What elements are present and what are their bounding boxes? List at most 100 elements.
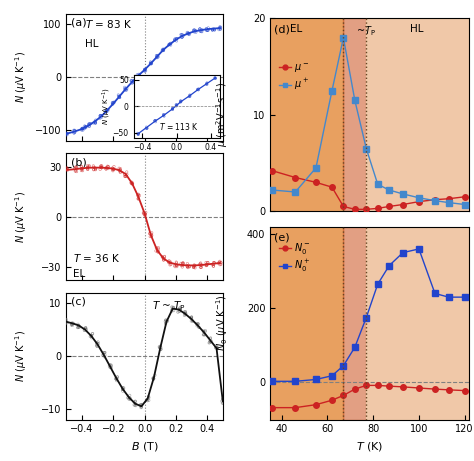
Point (92, 119, 100, 127)
Y-axis label: $N$ ($\mu$V K$^{-1}$): $N$ ($\mu$V K$^{-1}$) (13, 330, 29, 382)
Point (78, 166, 86, 173)
Point (101, 353, 109, 361)
Point (176, 307, 184, 315)
Point (139, 209, 147, 217)
Point (109, 99, 116, 106)
Point (107, 362, 114, 369)
Point (126, 395, 133, 402)
Point (116, 93, 123, 100)
Text: ~$T_\mathrm{P}$: ~$T_\mathrm{P}$ (356, 24, 376, 38)
Point (82, 326, 90, 334)
Point (121, 83, 128, 91)
Point (109, 99, 117, 106)
Point (220, 400, 228, 407)
Point (166, 259, 174, 266)
Point (85, 162, 93, 169)
Point (198, 26, 206, 33)
Point (92, 119, 100, 127)
Point (112, 375, 120, 383)
Point (167, 40, 174, 47)
Point (183, 263, 191, 270)
Point (126, 392, 134, 399)
Point (62, 167, 69, 174)
Point (159, 253, 166, 260)
Point (176, 304, 184, 312)
Point (182, 311, 189, 319)
Point (129, 180, 137, 188)
Point (160, 256, 167, 264)
Point (103, 164, 110, 171)
Point (173, 258, 180, 266)
Point (157, 342, 164, 349)
Point (150, 376, 157, 383)
Point (71, 129, 78, 136)
Point (166, 261, 174, 269)
Point (166, 41, 174, 48)
Point (74, 320, 82, 328)
Point (88, 332, 95, 339)
Point (106, 361, 113, 368)
Point (116, 93, 123, 100)
Point (62, 166, 69, 173)
Point (102, 108, 110, 116)
Point (99, 351, 107, 359)
Point (209, 26, 216, 34)
Point (121, 171, 128, 178)
Point (162, 318, 169, 325)
Point (90, 119, 98, 127)
Point (176, 306, 183, 313)
Point (202, 259, 210, 266)
Point (179, 260, 187, 267)
Point (104, 163, 112, 170)
Point (63, 130, 71, 137)
Point (155, 343, 163, 351)
Point (115, 93, 122, 100)
Point (158, 47, 166, 54)
Point (128, 178, 135, 186)
Point (157, 344, 164, 351)
Point (150, 374, 157, 381)
Point (163, 317, 171, 325)
Point (159, 46, 166, 53)
Point (116, 94, 123, 101)
Point (87, 120, 95, 127)
Point (113, 375, 120, 383)
Point (138, 401, 146, 408)
Point (141, 65, 148, 73)
Point (63, 316, 70, 324)
Point (194, 321, 201, 328)
Point (198, 261, 206, 269)
Point (178, 34, 186, 41)
Point (148, 59, 155, 67)
Point (135, 195, 142, 202)
Point (127, 179, 135, 187)
Point (134, 192, 142, 199)
Point (124, 394, 131, 402)
Point (82, 123, 89, 130)
Point (104, 106, 112, 113)
Point (195, 324, 203, 331)
Point (102, 107, 109, 115)
Point (134, 71, 142, 79)
Point (119, 384, 127, 391)
Point (97, 164, 105, 171)
Point (62, 131, 70, 139)
Point (204, 259, 211, 266)
Point (109, 99, 117, 106)
Point (122, 172, 129, 180)
Point (217, 25, 224, 33)
Point (93, 339, 100, 346)
Point (178, 34, 186, 41)
Point (203, 261, 211, 268)
Point (70, 129, 78, 136)
Point (195, 324, 203, 331)
Point (100, 349, 107, 357)
Point (129, 77, 137, 85)
Point (184, 30, 192, 37)
Point (101, 351, 109, 359)
Point (210, 25, 218, 32)
Point (84, 164, 91, 171)
Point (71, 127, 79, 134)
Point (191, 28, 198, 35)
Point (92, 117, 100, 124)
